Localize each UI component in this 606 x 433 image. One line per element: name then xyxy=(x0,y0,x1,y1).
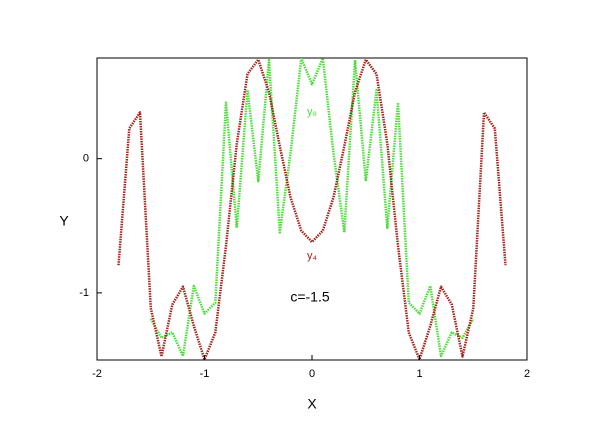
annotation: c=-1.5 xyxy=(290,289,330,305)
series-label: y₈ xyxy=(307,106,317,118)
plot-frame xyxy=(96,57,528,361)
x-tick-label: 1 xyxy=(416,368,422,380)
x-tick-label: 2 xyxy=(524,368,530,380)
curves xyxy=(117,58,507,360)
x-tick-label: -1 xyxy=(200,368,210,380)
y-axis-label: Y xyxy=(59,213,69,229)
series-line xyxy=(149,58,475,358)
y-tick-label: 0 xyxy=(83,153,89,165)
x-tick-label: 0 xyxy=(309,368,315,380)
x-axis-label: X xyxy=(307,396,317,412)
series-label: y₄ xyxy=(307,250,318,262)
x-tick-label: -2 xyxy=(92,368,102,380)
y-tick-label: -1 xyxy=(79,287,89,299)
series-line xyxy=(117,58,507,360)
